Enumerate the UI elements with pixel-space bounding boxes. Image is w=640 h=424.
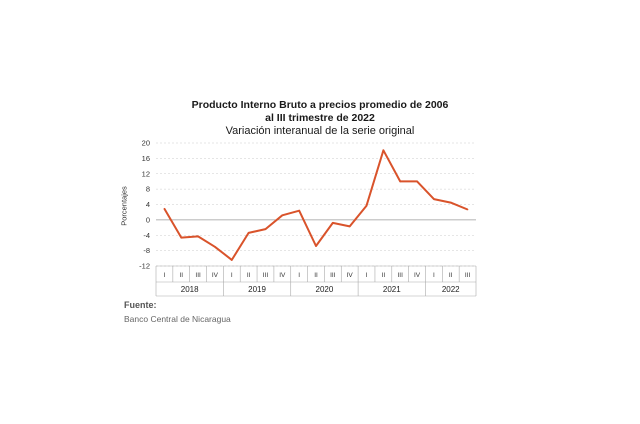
data-point	[466, 208, 469, 211]
x-tick-label: IV	[279, 272, 286, 279]
chart-subtitle: Variación interanual de la serie origina…	[225, 125, 415, 137]
data-point	[281, 214, 284, 217]
y-tick-label: 8	[146, 185, 150, 194]
x-tick-label: III	[397, 272, 403, 279]
data-point	[230, 259, 233, 261]
x-tick-label: III	[263, 272, 269, 279]
year-label: 2018	[181, 285, 199, 294]
y-tick-label: 20	[142, 139, 150, 148]
x-tick-label: II	[179, 272, 183, 279]
source-text: Banco Central de Nicaragua	[124, 314, 231, 324]
x-tick-label: I	[433, 272, 435, 279]
data-point	[332, 222, 334, 224]
data-point	[315, 245, 317, 247]
x-tick-label: III	[330, 272, 336, 279]
year-label: 2019	[248, 285, 266, 294]
x-tick-label: III	[465, 272, 471, 279]
x-tick-label: I	[366, 272, 368, 279]
x-tick-label: I	[231, 272, 233, 279]
x-tick-label: II	[314, 272, 318, 279]
x-tick-label: I	[164, 272, 166, 279]
y-tick-label: -4	[143, 231, 150, 240]
data-point	[382, 149, 385, 152]
y-axis-ticks: -12 -8 -4 0 4 8 12 16 20	[139, 139, 150, 271]
data-point	[180, 236, 183, 239]
data-point	[163, 207, 166, 210]
y-tick-label: 16	[142, 154, 150, 163]
x-tick-label: I	[298, 272, 300, 279]
y-tick-label: 0	[146, 215, 150, 224]
data-point	[433, 198, 435, 200]
chart-title-line2: al III trimestre de 2022	[265, 112, 375, 124]
series-layer	[163, 149, 469, 261]
data-point	[247, 232, 250, 234]
grid-lines	[156, 142, 476, 267]
y-tick-label: 12	[142, 169, 150, 178]
x-tick-label: IV	[414, 272, 421, 279]
x-tick-label: III	[195, 272, 201, 279]
data-point	[399, 180, 402, 183]
data-point	[197, 235, 199, 238]
series-line	[163, 149, 468, 261]
data-point	[416, 180, 418, 183]
data-point	[214, 245, 216, 248]
data-point	[298, 209, 300, 212]
data-point	[449, 201, 452, 204]
y-tick-label: -8	[143, 246, 150, 255]
y-tick-label: 4	[146, 200, 150, 209]
chart-title: Producto Interno Bruto a precios promedi…	[191, 99, 449, 111]
year-label: 2020	[316, 285, 334, 294]
x-tick-label: IV	[347, 272, 354, 279]
x-tick-label: II	[247, 272, 251, 279]
y-tick-label: -12	[139, 262, 150, 271]
data-point	[365, 204, 368, 207]
source-heading: Fuente:	[124, 300, 157, 310]
x-axis: I II III IV I II III IV I II III IV I II III IV I II III20…	[155, 265, 477, 297]
data-point	[264, 228, 267, 230]
year-label: 2021	[383, 285, 401, 294]
x-tick-label: II	[449, 272, 453, 279]
year-label: 2022	[442, 285, 460, 294]
x-tick-label: II	[382, 272, 386, 279]
data-point	[348, 225, 351, 228]
x-tick-label: IV	[212, 272, 219, 279]
